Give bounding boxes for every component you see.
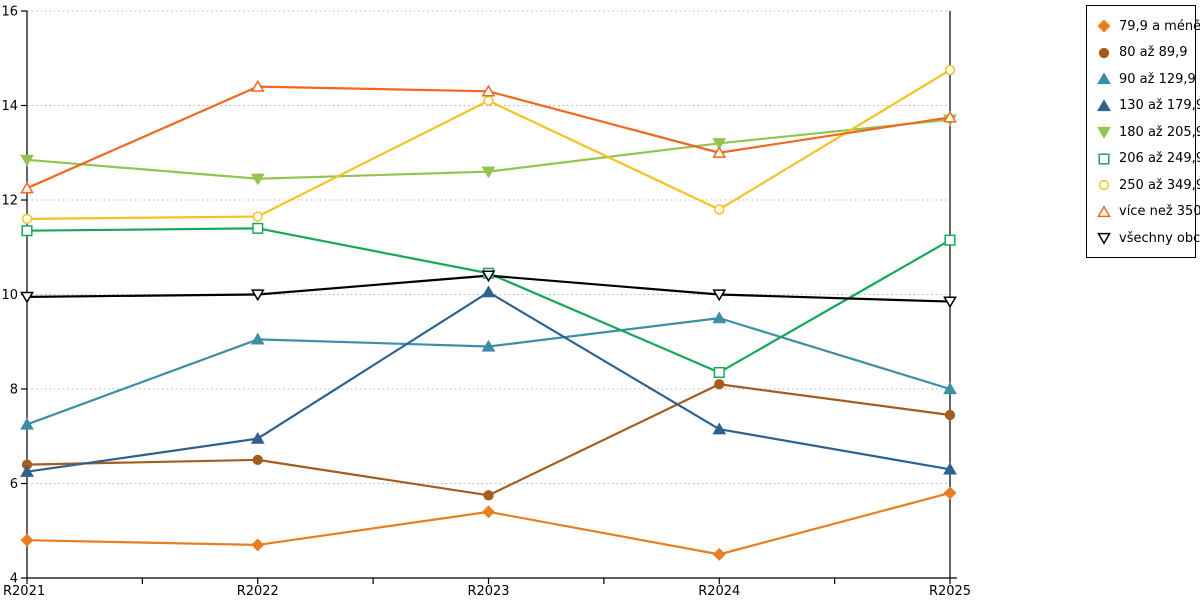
solid-diamond-marker-icon — [251, 538, 265, 552]
solid-triangle-up-marker-icon — [481, 285, 496, 298]
solid-triangle-down-marker-icon — [1097, 127, 1111, 139]
legend-item-label: 79,9 a méně — [1119, 18, 1200, 34]
legend-item-label: 130 až 179,9 — [1119, 98, 1200, 114]
open-triangle-down-marker-icon — [250, 289, 265, 302]
open-triangle-up-marker-icon — [250, 79, 265, 92]
solid-diamond-marker-icon — [1097, 19, 1111, 33]
legend-item: 79,9 a méně — [1096, 13, 1200, 40]
legend-item-label: 80 až 89,9 — [1119, 45, 1188, 61]
legend-item: 80 až 89,9 — [1096, 40, 1193, 67]
open-circle-marker-icon — [483, 95, 494, 106]
legend-item-label: 90 až 129,9 — [1119, 71, 1196, 87]
y-axis-label: 8 — [10, 383, 18, 398]
open-triangle-down-marker-icon — [481, 270, 496, 283]
x-axis-label: R2024 — [698, 584, 740, 599]
solid-triangle-up-marker-icon — [943, 462, 957, 475]
legend-marker-icon — [1097, 233, 1111, 245]
solid-triangle-up-marker-icon — [1097, 72, 1111, 85]
chart-legend: 79,9 a méně 80 až 89,9 90 až 129,9 130 až 1… — [1086, 5, 1200, 258]
open-triangle-up-marker-icon — [1097, 205, 1111, 217]
solid-circle-marker-icon — [483, 490, 494, 501]
open-triangle-up-marker-icon — [481, 84, 496, 97]
open-triangle-up-marker-icon — [712, 146, 727, 158]
legend-item-label: 180 až 205,9 — [1119, 124, 1200, 140]
legend-item: 206 až 249,9 — [1096, 146, 1200, 173]
open-square-marker-icon — [1098, 153, 1110, 165]
solid-triangle-up-marker-icon — [481, 339, 496, 352]
y-axis-label: 12 — [1, 194, 18, 209]
solid-triangle-down-marker-icon — [481, 166, 496, 179]
open-circle-marker-icon — [21, 213, 33, 225]
open-circle-marker-icon — [1098, 180, 1110, 191]
solid-triangle-up-marker-icon — [1097, 99, 1111, 111]
solid-triangle-down-marker-icon — [250, 173, 265, 186]
solid-triangle-up-marker-icon — [250, 431, 265, 444]
legend-item: 130 až 179,9 — [1096, 93, 1200, 120]
legend-item-label: všechny obce — [1119, 230, 1200, 246]
legend-item-label: více než 350 — [1119, 204, 1200, 220]
open-triangle-down-marker-icon — [712, 289, 727, 302]
solid-circle-marker-icon — [252, 454, 263, 466]
legend-marker-icon — [1098, 47, 1110, 58]
solid-diamond-marker-icon — [943, 486, 957, 500]
solid-triangle-up-marker-icon — [712, 422, 727, 435]
solid-triangle-down-marker-icon — [20, 154, 34, 167]
open-square-marker-icon — [944, 234, 956, 246]
solid-triangle-up-marker-icon — [712, 311, 727, 324]
x-axis-label: R2021 — [3, 584, 45, 599]
open-circle-marker-icon — [252, 211, 263, 222]
legend-marker-icon — [1097, 127, 1111, 139]
solid-triangle-up-marker-icon — [943, 382, 957, 395]
solid-triangle-up-marker-icon — [250, 332, 265, 345]
open-triangle-down-marker-icon — [20, 291, 34, 304]
legend-marker-icon — [1098, 153, 1110, 165]
open-square-marker-icon — [21, 225, 33, 237]
solid-diamond-marker-icon — [712, 547, 726, 561]
open-triangle-down-marker-icon — [943, 296, 957, 309]
legend-marker-icon — [1097, 205, 1111, 217]
solid-diamond-marker-icon — [20, 533, 34, 547]
x-axis-label: R2023 — [467, 584, 509, 599]
y-axis-label: 10 — [1, 288, 18, 303]
y-axis-label: 14 — [1, 99, 18, 114]
legend-marker-icon — [1097, 99, 1111, 111]
solid-circle-marker-icon — [944, 409, 956, 421]
open-triangle-down-marker-icon — [1097, 233, 1111, 245]
open-circle-marker-icon — [944, 64, 956, 76]
solid-triangle-down-marker-icon — [712, 138, 727, 150]
legend-item: 250 až 349,9 — [1096, 172, 1200, 199]
x-axis-label: R2022 — [237, 584, 279, 599]
legend-item-label: 250 až 349,9 — [1119, 177, 1200, 193]
legend-item: 90 až 129,9 — [1096, 66, 1196, 93]
x-axis-label: R2025 — [929, 584, 971, 599]
y-axis-label: 4 — [10, 572, 18, 587]
legend-item: více než 350 — [1096, 199, 1200, 226]
legend-marker-icon — [1097, 72, 1111, 85]
legend-item: všechny obce — [1096, 225, 1200, 252]
y-axis-label: 6 — [10, 477, 18, 492]
y-axis-labels: 4 6 8 10 12 14 16 — [1, 5, 18, 587]
open-triangle-up-marker-icon — [20, 181, 34, 194]
solid-circle-marker-icon — [1098, 47, 1110, 58]
solid-triangle-up-marker-icon — [20, 417, 34, 430]
open-triangle-up-marker-icon — [943, 110, 957, 123]
legend-item: 180 až 205,9 — [1096, 119, 1200, 146]
y-axis-label: 16 — [1, 5, 18, 20]
x-axis-labels: R2021 R2022 R2023 R2024 R2025 — [3, 584, 971, 599]
solid-circle-marker-icon — [714, 379, 725, 390]
open-square-marker-icon — [252, 222, 264, 234]
legend-marker-icon — [1098, 180, 1110, 191]
legend-item-label: 206 až 249,9 — [1119, 151, 1200, 167]
open-square-marker-icon — [713, 366, 725, 379]
open-circle-marker-icon — [714, 204, 725, 215]
solid-triangle-up-marker-icon — [20, 464, 34, 477]
solid-diamond-marker-icon — [482, 505, 495, 519]
legend-marker-icon — [1097, 19, 1111, 33]
